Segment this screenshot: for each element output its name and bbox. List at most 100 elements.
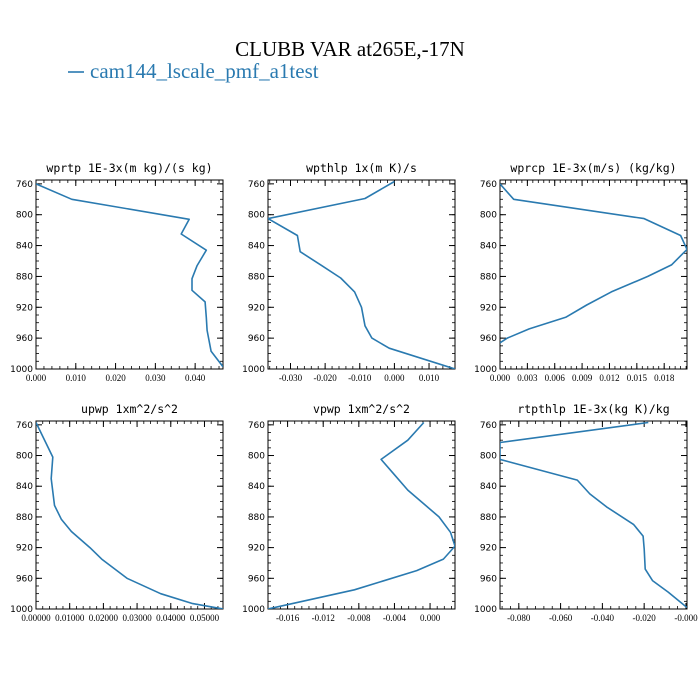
y-tick-label: 760 xyxy=(480,421,497,431)
x-tick-label: 0.03000 xyxy=(122,613,152,623)
y-tick-label: 920 xyxy=(248,303,265,313)
legend-label: cam144_lscale_pmf_a1test xyxy=(90,59,319,83)
y-tick-label: 880 xyxy=(480,272,497,282)
legend: cam144_lscale_pmf_a1test xyxy=(68,59,319,83)
x-tick-label: -0.020 xyxy=(314,373,338,383)
y-tick-label: 800 xyxy=(16,211,33,221)
y-tick-label: 1000 xyxy=(10,365,33,375)
x-tick-label: 0.012 xyxy=(599,373,619,383)
series-line-1 xyxy=(500,183,687,344)
y-tick-label: 840 xyxy=(16,482,33,492)
plot-frame xyxy=(35,420,224,610)
chart-panel-3: wprcp 1E-3x(m/s) (kg/kg) 0.000 0.003 0.006 0… xyxy=(474,161,688,383)
y-tick-label: 840 xyxy=(248,242,265,252)
y-tick-label: 1000 xyxy=(242,365,265,375)
y-tick-label: 840 xyxy=(16,242,33,252)
x-tick-label: -0.008 xyxy=(347,613,371,623)
series-line-1 xyxy=(36,183,223,368)
panel-title: vpwp 1xm^2/s^2 xyxy=(313,402,410,416)
x-tick-label: -0.010 xyxy=(348,373,372,383)
y-tick-label: 760 xyxy=(16,180,33,190)
y-tick-label: 880 xyxy=(16,513,33,523)
x-tick-label: 0.05000 xyxy=(190,613,220,623)
panel-title: wprcp 1E-3x(m/s) (kg/kg) xyxy=(510,161,676,175)
y-tick-label: 880 xyxy=(248,272,265,282)
chart-panel-4: upwp 1xm^2/s^2 0.00000 0.01000 0.02000 0.030… xyxy=(10,402,224,623)
x-tick-label: -0.012 xyxy=(312,613,335,623)
plot-frame xyxy=(499,420,688,610)
x-tick-label: 0.015 xyxy=(627,373,648,383)
y-tick-label: 1000 xyxy=(242,605,265,615)
y-tick-label: 920 xyxy=(16,544,33,554)
x-tick-label: 0.018 xyxy=(654,373,675,383)
figure-title: CLUBB VAR at265E,-17N xyxy=(235,37,465,61)
series-line-1 xyxy=(36,422,223,609)
series-line-1 xyxy=(268,180,455,369)
x-tick-label: -0.030 xyxy=(279,373,303,383)
plot-frame xyxy=(35,179,224,370)
y-tick-label: 880 xyxy=(248,513,265,523)
y-tick-label: 960 xyxy=(480,334,497,344)
y-tick-label: 760 xyxy=(16,421,33,431)
x-tick-label: -0.004 xyxy=(383,613,407,623)
y-tick-label: 1000 xyxy=(474,605,497,615)
y-tick-label: 840 xyxy=(248,482,265,492)
x-tick-label: 0.003 xyxy=(517,373,538,383)
y-tick-label: 760 xyxy=(248,180,265,190)
x-tick-label: 0.01000 xyxy=(55,613,85,623)
y-tick-label: 960 xyxy=(16,334,33,344)
y-tick-label: 800 xyxy=(248,211,265,221)
x-tick-label: -0.020 xyxy=(633,613,657,623)
y-tick-label: 840 xyxy=(480,482,497,492)
x-tick-label: 0.000 xyxy=(490,373,511,383)
y-tick-label: 800 xyxy=(248,452,265,462)
plot-frame xyxy=(267,420,456,610)
y-tick-label: 1000 xyxy=(10,605,33,615)
x-tick-label: -0.016 xyxy=(276,613,300,623)
x-tick-label: 0.030 xyxy=(145,373,166,383)
panel-title: rtpthlp 1E-3x(kg K)/kg xyxy=(517,402,669,416)
y-tick-label: 800 xyxy=(480,211,497,221)
y-tick-label: 920 xyxy=(248,544,265,554)
x-tick-label: -0.000 xyxy=(674,613,698,623)
chart-panel-1: wprtp 1E-3x(m kg)/(s kg) 0.000 0.010 0.020 0… xyxy=(10,161,224,383)
x-tick-label: 0.04000 xyxy=(156,613,186,623)
series-line-1 xyxy=(268,421,455,609)
x-tick-label: 0.000 xyxy=(26,373,47,383)
y-tick-label: 920 xyxy=(16,303,33,313)
panel-title: wpthlp 1x(m K)/s xyxy=(306,161,417,175)
panel-title: wprtp 1E-3x(m kg)/(s kg) xyxy=(46,161,212,175)
x-tick-label: 0.000 xyxy=(384,373,405,383)
series-line-1 xyxy=(500,421,687,609)
x-tick-label: -0.060 xyxy=(549,613,573,623)
x-tick-label: 0.040 xyxy=(185,373,206,383)
chart-panel-2: wpthlp 1x(m K)/s -0.030 -0.020 -0.010 0.000 0… xyxy=(242,161,456,383)
y-tick-label: 1000 xyxy=(474,365,497,375)
y-tick-label: 840 xyxy=(480,242,497,252)
y-tick-label: 960 xyxy=(480,574,497,584)
y-tick-label: 960 xyxy=(248,334,265,344)
y-tick-label: 760 xyxy=(480,180,497,190)
y-tick-label: 920 xyxy=(480,303,497,313)
x-tick-label: 0.02000 xyxy=(89,613,119,623)
x-tick-label: 0.000 xyxy=(420,613,441,623)
x-tick-label: 0.010 xyxy=(66,373,87,383)
x-tick-label: -0.040 xyxy=(591,613,615,623)
y-tick-label: 800 xyxy=(480,452,497,462)
plot-frame xyxy=(267,179,456,370)
x-tick-label: 0.009 xyxy=(572,373,593,383)
panel-title: upwp 1xm^2/s^2 xyxy=(81,402,178,416)
y-tick-label: 760 xyxy=(248,421,265,431)
x-tick-label: 0.006 xyxy=(545,373,566,383)
y-tick-label: 880 xyxy=(16,272,33,282)
chart-panel-5: vpwp 1xm^2/s^2 -0.016 -0.012 -0.008 -0.004 0.… xyxy=(242,402,456,623)
y-tick-label: 920 xyxy=(480,544,497,554)
y-tick-label: 960 xyxy=(248,574,265,584)
x-tick-label: -0.080 xyxy=(507,613,531,623)
y-tick-label: 800 xyxy=(16,452,33,462)
x-tick-label: 0.020 xyxy=(105,373,126,383)
chart-panel-6: rtpthlp 1E-3x(kg K)/kg -0.080 -0.060 -0.040… xyxy=(474,402,698,623)
y-tick-label: 960 xyxy=(16,574,33,584)
x-tick-label: 0.010 xyxy=(419,373,440,383)
